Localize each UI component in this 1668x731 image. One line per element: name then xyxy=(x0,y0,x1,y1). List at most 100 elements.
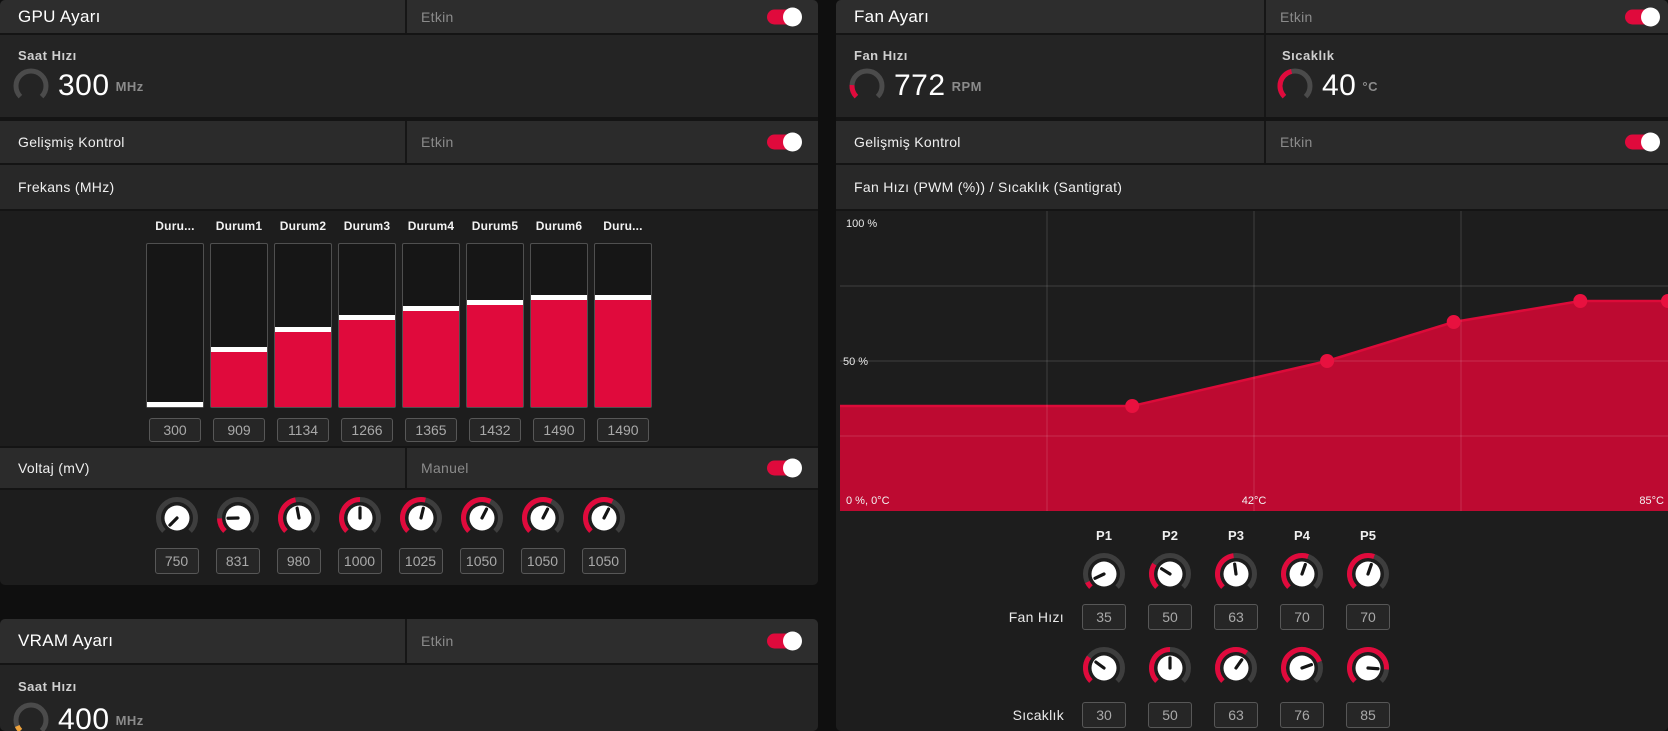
gpu-advanced-status: Etkin xyxy=(421,134,454,150)
voltage-knob[interactable] xyxy=(216,496,260,540)
voltage-value-box[interactable]: 980 xyxy=(276,548,321,574)
vram-clock-block: Saat Hızı 400 MHz xyxy=(0,665,818,731)
frequency-slider[interactable] xyxy=(594,243,652,408)
fan-panel-title: Fan Ayarı xyxy=(854,6,930,26)
voltage-manual-toggle[interactable] xyxy=(767,458,802,478)
gpu-advanced-row: Gelişmiş Kontrol Etkin xyxy=(0,121,818,163)
frequency-slider-handle[interactable] xyxy=(147,402,203,407)
temperature-knob[interactable] xyxy=(1280,646,1324,690)
temperature-knob[interactable] xyxy=(1082,646,1126,690)
frequency-slider-handle[interactable] xyxy=(339,315,395,320)
frequency-value-box[interactable]: 1490 xyxy=(597,418,649,442)
frequency-slider-fill xyxy=(531,300,587,407)
frequency-slider[interactable] xyxy=(338,243,396,408)
frequency-slider[interactable] xyxy=(530,243,588,408)
frequency-slider-fill xyxy=(211,352,267,407)
frequency-slider-handle[interactable] xyxy=(531,295,587,300)
frequency-slider-handle[interactable] xyxy=(595,295,651,300)
frequency-value-box[interactable]: 1266 xyxy=(341,418,393,442)
gpu-enable-toggle[interactable] xyxy=(767,7,802,26)
voltage-knob[interactable] xyxy=(155,496,199,540)
voltage-value-box[interactable]: 1050 xyxy=(581,548,626,574)
frequency-value-box[interactable]: 1134 xyxy=(277,418,329,442)
frequency-slider[interactable] xyxy=(210,243,268,408)
vram-panel: VRAM Ayarı Etkin Saat Hızı 400 MHz xyxy=(0,619,818,731)
fan-curve-point-P4[interactable] xyxy=(1573,294,1588,308)
fan-speed-knob[interactable] xyxy=(1082,552,1126,596)
voltage-knob[interactable] xyxy=(521,496,565,540)
fan-speed-knob[interactable] xyxy=(1148,552,1192,596)
fan-panel: Fan Ayarı Etkin Fan Hızı 772 RPM Sıcaklı… xyxy=(836,0,1668,731)
voltage-knob[interactable] xyxy=(582,496,626,540)
fan-speed-value-box[interactable]: 50 xyxy=(1148,604,1192,630)
voltage-knob[interactable] xyxy=(399,496,443,540)
fan-speed-knob[interactable] xyxy=(1214,552,1258,596)
voltage-knob-section: 750 831 980 1000 1025 1050 1050 1050 xyxy=(0,490,818,585)
voltage-value-box[interactable]: 750 xyxy=(154,548,199,574)
frequency-slider-fill xyxy=(339,320,395,407)
temperature-value-box[interactable]: 30 xyxy=(1082,702,1126,728)
voltage-knob[interactable] xyxy=(338,496,382,540)
frequency-slider-handle[interactable] xyxy=(467,300,523,305)
voltage-knob[interactable] xyxy=(460,496,504,540)
fan-curve-chart[interactable]: 100 % 50 % 0 %, 0°C 42°C 85°C xyxy=(840,211,1668,511)
fan-curve-point-P1[interactable] xyxy=(1125,399,1140,413)
gpu-clock-gauge-icon xyxy=(12,67,50,105)
voltage-value-box[interactable]: 831 xyxy=(215,548,260,574)
temperature-value-box[interactable]: 63 xyxy=(1214,702,1258,728)
gpu-panel: GPU Ayarı Etkin Saat Hızı 300 MHz Gelişm… xyxy=(0,0,818,585)
fan-curve-point-P2[interactable] xyxy=(1320,354,1335,368)
frequency-value-box[interactable]: 1432 xyxy=(469,418,521,442)
temperature-value-box[interactable]: 76 xyxy=(1280,702,1324,728)
fan-advanced-label: Gelişmiş Kontrol xyxy=(854,134,961,150)
fan-speed-knob[interactable] xyxy=(1280,552,1324,596)
temperature-knob[interactable] xyxy=(1346,646,1390,690)
voltage-value-box[interactable]: 1050 xyxy=(459,548,504,574)
voltage-values: 750 831 980 1000 1025 1050 1050 1050 xyxy=(146,548,634,574)
fan-chart-title: Fan Hızı (PWM (%)) / Sıcaklık (Santigrat… xyxy=(854,179,1123,195)
fan-speed-value-box[interactable]: 35 xyxy=(1082,604,1126,630)
frequency-slider-fill xyxy=(275,332,331,407)
temperature-value-box[interactable]: 85 xyxy=(1346,702,1390,728)
temperature-knob[interactable] xyxy=(1148,646,1192,690)
frequency-slider[interactable] xyxy=(466,243,524,408)
frequency-slider[interactable] xyxy=(402,243,460,408)
fan-curve-point-P5[interactable] xyxy=(1661,294,1668,308)
fan-speed-knob[interactable] xyxy=(1346,552,1390,596)
curve-point-label-P3: P3 xyxy=(1228,528,1244,543)
frequency-state-label: Duru... xyxy=(603,219,643,233)
frequency-state-labels: Duru... Durum1 Durum2 Durum3 Durum4 Durum5 Dur… xyxy=(146,219,658,233)
frequency-state-label: Durum4 xyxy=(407,219,455,233)
fan-speed-value-box[interactable]: 70 xyxy=(1346,604,1390,630)
frequency-value-box[interactable]: 300 xyxy=(149,418,201,442)
fan-advanced-toggle[interactable] xyxy=(1625,132,1660,152)
frequency-slider-handle[interactable] xyxy=(275,327,331,332)
frequency-slider[interactable] xyxy=(274,243,332,408)
voltage-value-box[interactable]: 1000 xyxy=(337,548,382,574)
fan-curve-point-P3[interactable] xyxy=(1446,315,1461,329)
frequency-slider[interactable] xyxy=(146,243,204,408)
temperature-value-box[interactable]: 50 xyxy=(1148,702,1192,728)
gpu-advanced-toggle[interactable] xyxy=(767,132,802,152)
x-axis-42-label: 42°C xyxy=(1242,495,1267,507)
frequency-value-box[interactable]: 909 xyxy=(213,418,265,442)
fan-speed-value-box[interactable]: 70 xyxy=(1280,604,1324,630)
frequency-slider-handle[interactable] xyxy=(403,306,459,311)
temperature-knob[interactable] xyxy=(1214,646,1258,690)
frequency-value-box[interactable]: 1490 xyxy=(533,418,585,442)
voltage-value-box[interactable]: 1025 xyxy=(398,548,443,574)
voltage-knob[interactable] xyxy=(277,496,321,540)
vram-enable-toggle[interactable] xyxy=(767,631,802,651)
curve-point-label-P2: P2 xyxy=(1162,528,1178,543)
vram-clock-label: Saat Hızı xyxy=(18,679,77,694)
fan-status-label: Etkin xyxy=(1280,8,1313,25)
fan-speed-value-box[interactable]: 63 xyxy=(1214,604,1258,630)
voltage-value-box[interactable]: 1050 xyxy=(520,548,565,574)
frequency-value-box[interactable]: 1365 xyxy=(405,418,457,442)
fan-speed-label: Fan Hızı xyxy=(854,48,908,63)
frequency-slider-handle[interactable] xyxy=(211,347,267,352)
fan-enable-toggle[interactable] xyxy=(1625,7,1660,26)
frequency-slider-section: Duru... Durum1 Durum2 Durum3 Durum4 Durum5 Dur… xyxy=(0,211,818,446)
temperature-value-row: 30 50 63 76 85 xyxy=(1071,702,1401,728)
vram-header-row: VRAM Ayarı Etkin xyxy=(0,619,818,663)
